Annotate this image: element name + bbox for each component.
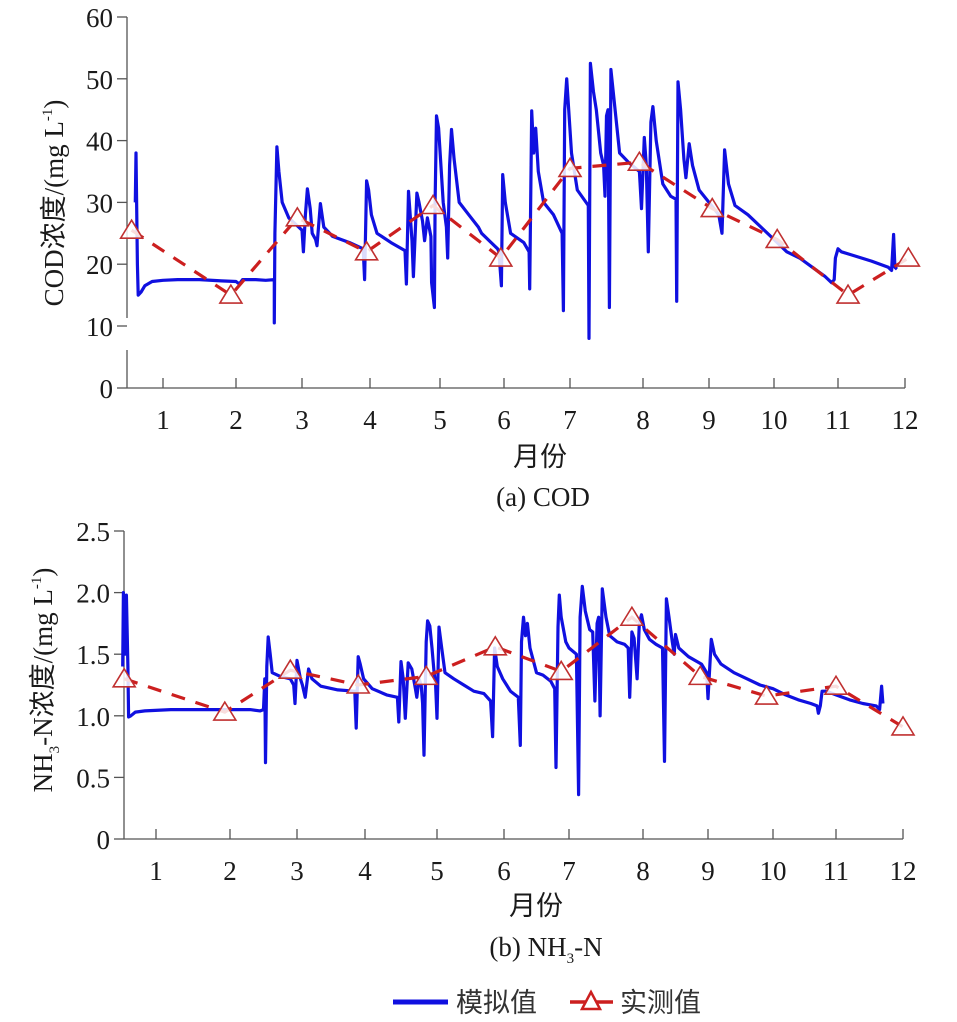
x-tick-label: 7 [562,856,576,886]
x-tick-label: 4 [358,856,372,886]
measured-point-triangle [413,664,439,686]
y-tick-label: 20 [86,250,113,280]
nh3n-ylabel-pre: NH [28,753,58,792]
nh3n-y-axis-title: NH3-N浓度/(mg L-1) [28,568,63,793]
measured-point-triangle [218,283,244,304]
measured-series-line [130,160,910,298]
x-tick-label: 6 [497,856,511,886]
cod-y-ticks: 0 10 20 30 40 50 60 [86,3,127,404]
nh3n-ylabel-sup: -1 [29,577,45,590]
x-tick-label: 11 [825,405,851,435]
nh3n-axes [123,531,903,840]
nh3n-series [111,584,916,797]
x-tick-label: 10 [761,405,788,435]
nh3n-x-axis-title: 月份 [509,891,563,921]
cod-axes [126,17,905,389]
measured-point-triangle [823,674,849,696]
measured-point-triangle [420,193,446,215]
x-tick-label: 3 [295,405,309,435]
legend-measured-triangle-icon [579,989,603,1011]
cod-x-axis-title: 月份 [513,442,567,472]
measured-point-triangle [890,715,916,736]
y-tick-label: 2.0 [76,579,110,609]
measured-point-triangle [111,667,137,688]
x-tick-label: 10 [760,856,787,886]
measured-point-triangle [835,283,861,304]
x-tick-label: 12 [892,405,919,435]
measured-point-triangle [548,659,574,681]
x-tick-label: 12 [890,856,917,886]
x-tick-label: 2 [229,405,243,435]
measured-point-triangle [119,218,145,240]
cod-y-axis-title: COD浓度/(mg L-1) [39,100,69,307]
measured-point-triangle [687,664,713,686]
legend-measured-label: 实测值 [620,988,701,1018]
measured-point-triangle [212,700,238,721]
svg-text:NH3-N浓度/(mg L-1): NH3-N浓度/(mg L-1) [28,568,63,793]
nh3n-y-ticks: 0 0.5 1.0 1.5 2.0 2.5 [76,517,124,855]
measured-point-triangle [277,658,303,680]
x-tick-label: 4 [363,405,377,435]
measured-point-triangle [354,240,380,261]
measured-point-triangle [284,206,310,227]
y-tick-label: 1.5 [76,640,110,670]
y-tick-label: 0 [100,374,114,404]
measured-point-triangle [619,605,645,627]
x-tick-label: 8 [636,856,650,886]
x-tick-label: 5 [433,405,447,435]
x-tick-label: 5 [430,856,444,886]
measured-series-line [123,615,904,729]
nh3n-x-ticks: 1 2 3 4 5 6 7 8 9 10 11 12 [149,829,917,886]
y-tick-label: 40 [86,127,113,157]
nh3n-caption: (b) NH3-N [489,932,602,967]
legend-simulated-label: 模拟值 [456,988,537,1018]
nh3n-chart: 00.51.01.52.02.5 1 2 3 4 5 6 7 8 9 10 11 12 NH3-N浓度… [28,517,917,967]
y-tick-label: 60 [86,3,113,33]
x-tick-label: 9 [701,856,715,886]
measured-point-triangle [699,197,725,218]
nh3n-ylabel-main: -N浓度/(mg L [28,589,58,746]
y-tick-label: 30 [86,188,113,218]
x-tick-label: 7 [563,405,577,435]
measured-point-triangle [895,246,921,267]
nh3n-ylabel-sub: 3 [47,746,63,754]
measured-point-triangle [626,150,652,172]
measured-point-triangle [488,246,514,267]
x-tick-label: 3 [290,856,304,886]
x-tick-label: 1 [156,405,170,435]
y-tick-label: 0 [97,825,111,855]
cod-x-ticks: 1 2 3 4 5 6 7 8 9 10 11 12 [156,378,919,435]
nh3n-caption-sub: 3 [567,951,575,967]
x-tick-label: 2 [223,856,237,886]
y-tick-label: 1.0 [76,702,110,732]
y-tick-label: 50 [86,65,113,95]
cod-ylabel-sup: -1 [40,109,56,122]
legend: 模拟值 实测值 [393,988,701,1018]
x-tick-label: 1 [149,856,163,886]
nh3n-caption-end: -N [574,932,603,962]
svg-text:COD浓度/(mg L-1): COD浓度/(mg L-1) [39,100,69,307]
x-tick-label: 9 [702,405,716,435]
simulated-series-line [133,61,899,340]
nh3n-ylabel-end: ) [28,568,58,577]
x-tick-label: 8 [636,405,650,435]
nh3n-caption-main: (b) NH [489,932,566,962]
cod-ylabel-end: ) [39,100,69,109]
cod-series [119,61,921,340]
measured-point-triangle [482,635,508,656]
measured-point-triangle [557,156,583,178]
x-tick-label: 11 [823,856,849,886]
cod-ylabel-main: COD浓度/(mg L [39,121,69,306]
measured-point-triangle [764,227,790,249]
simulated-series-line [121,584,885,797]
x-tick-label: 6 [497,405,511,435]
measured-point-triangle [345,673,371,694]
y-tick-label: 2.5 [76,517,110,547]
cod-caption: (a) COD [496,482,590,512]
y-tick-label: 10 [86,312,113,342]
measured-point-triangle [754,684,779,705]
y-tick-label: 0.5 [76,763,110,793]
